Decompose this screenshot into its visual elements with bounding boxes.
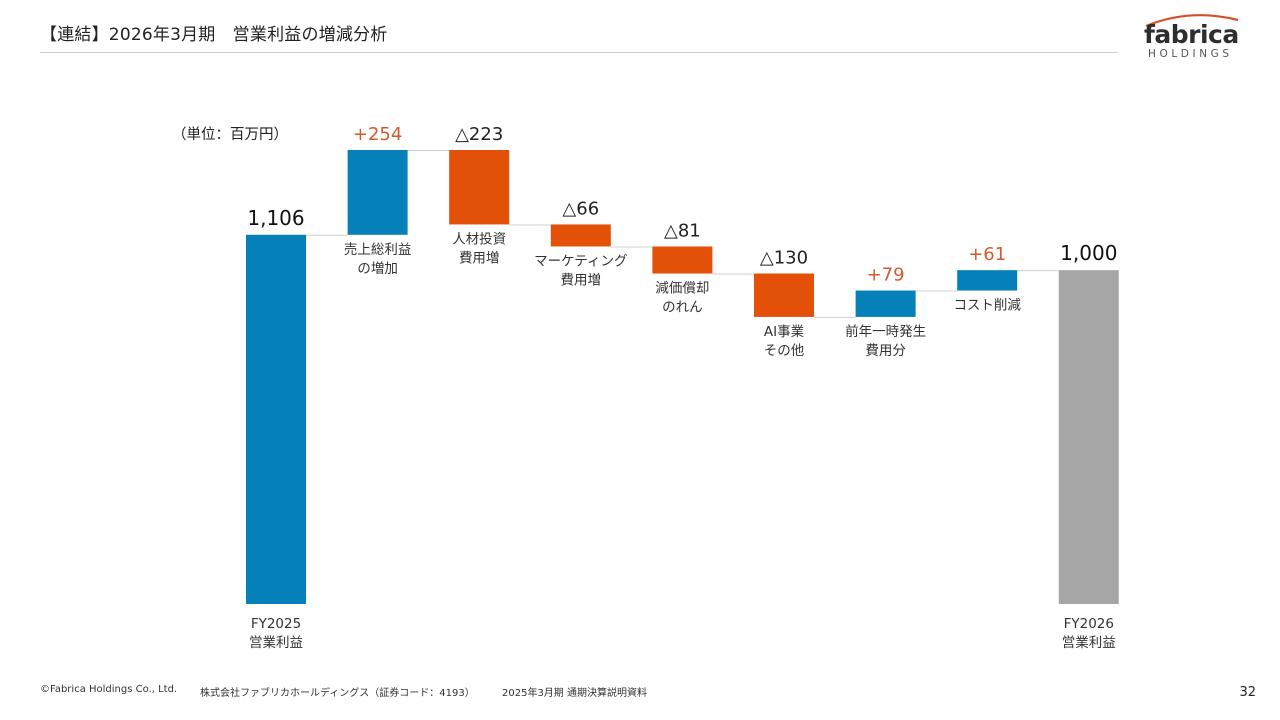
category-label-3: 人材投資	[452, 231, 506, 247]
page-number: 32	[1239, 685, 1256, 700]
footer-copyright: ©Fabrica Holdings Co., Ltd.	[40, 684, 178, 695]
category-label-7: 費用分	[865, 343, 906, 359]
bar-4	[550, 224, 611, 247]
value-label-6: △130	[760, 248, 808, 269]
unit-label: （単位：百万円）	[172, 126, 288, 143]
bar-2	[347, 150, 408, 235]
category-label-9: FY2026	[1064, 616, 1114, 632]
footer-company: 株式会社ファブリカホールディングス（証券コード：4193）	[200, 688, 475, 699]
company-logo: fabrica HOLDINGS	[1128, 10, 1248, 62]
category-label-3: 費用増	[459, 250, 500, 266]
category-label-4: 費用増	[561, 272, 602, 288]
value-label-7: +79	[867, 265, 905, 286]
value-label-9: 1,000	[1060, 241, 1117, 265]
category-label-8: コスト削減	[953, 297, 1021, 314]
header-divider	[40, 52, 1118, 53]
category-label-1: 営業利益	[249, 635, 303, 651]
bar-1	[246, 234, 306, 604]
value-label-3: △223	[455, 124, 503, 145]
category-label-2: の増加	[357, 261, 398, 277]
bar-5	[652, 246, 713, 274]
category-label-4: マーケティング	[534, 253, 627, 269]
category-label-1: FY2025	[251, 616, 301, 632]
category-label-7: 前年一時発生	[845, 323, 926, 340]
bars-group	[246, 150, 1119, 604]
value-labels-group: 1,106 +254 △223 △66 △81 △130 +79 +61 1,000	[247, 124, 1117, 286]
bar-6	[754, 273, 814, 317]
footer-document: 2025年3月期 通期決算説明資料	[502, 688, 647, 699]
category-label-9: 営業利益	[1062, 635, 1116, 651]
bar-3	[449, 150, 510, 225]
value-label-5: △81	[664, 220, 701, 241]
page-title: 【連結】2026年3月期 営業利益の増減分析	[40, 25, 388, 45]
logo-wordmark: fabrica	[1144, 20, 1239, 49]
category-label-6: AI事業	[764, 324, 805, 340]
bar-8	[957, 270, 1018, 291]
value-label-4: △66	[562, 198, 599, 219]
category-label-5: のれん	[662, 300, 703, 316]
value-label-1: 1,106	[247, 206, 304, 230]
connector-lines	[306, 150, 1059, 318]
category-label-2: 売上総利益	[344, 242, 412, 258]
bar-9	[1058, 270, 1119, 604]
bar-7	[855, 290, 916, 317]
logo-subtitle: HOLDINGS	[1148, 48, 1233, 60]
value-label-8: +61	[968, 244, 1006, 265]
logo-arc-icon	[1145, 14, 1239, 28]
category-label-6: その他	[764, 343, 805, 359]
value-label-2: +254	[353, 124, 402, 145]
category-label-5: 減価償却	[655, 280, 709, 297]
